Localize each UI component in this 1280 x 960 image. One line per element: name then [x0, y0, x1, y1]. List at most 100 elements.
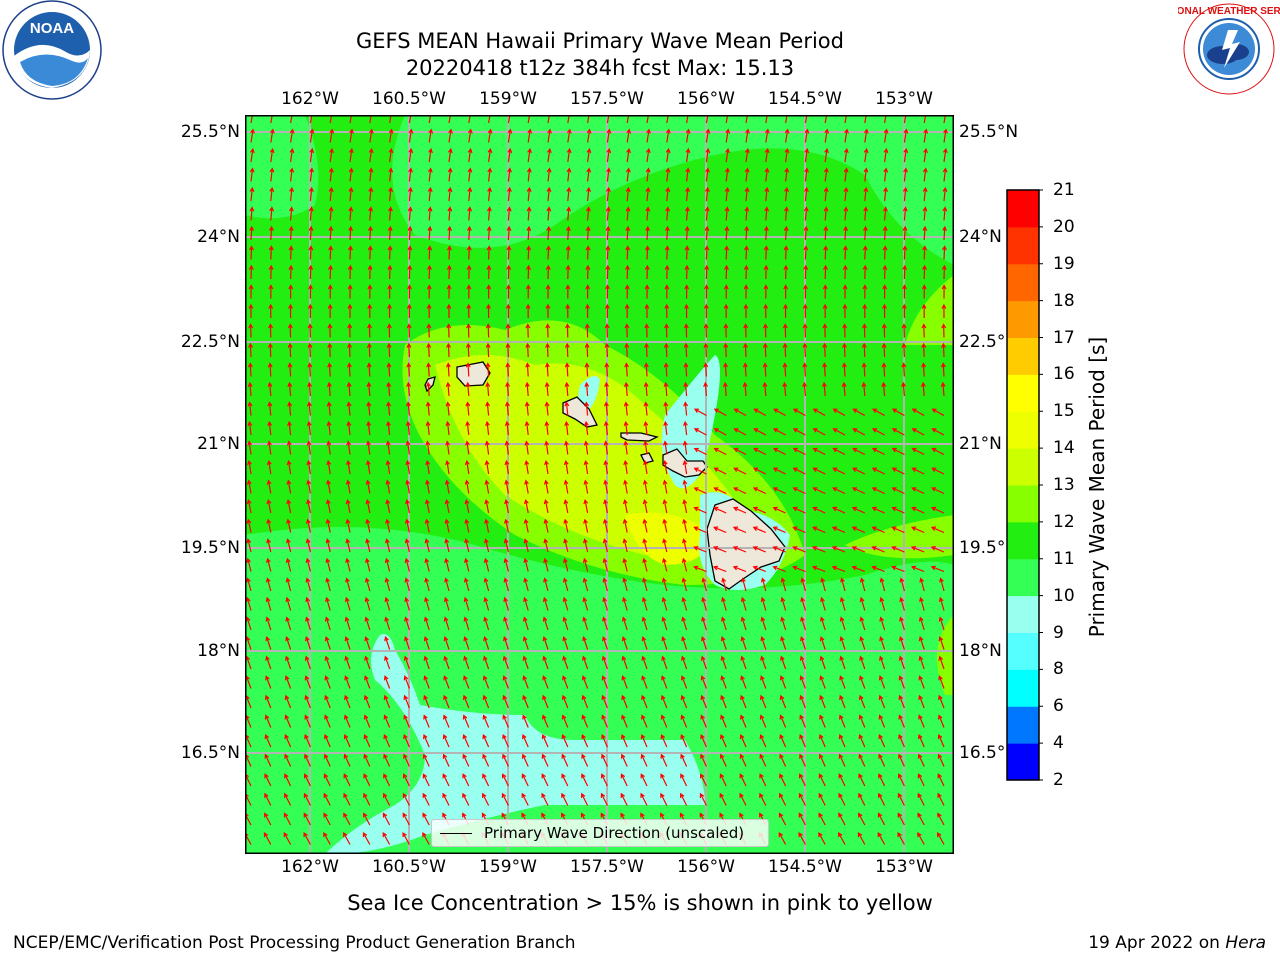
- wave-direction-arrow: [852, 408, 866, 417]
- wave-direction-arrow: [940, 362, 946, 377]
- wave-direction-arrow: [643, 401, 649, 416]
- wave-direction-arrow: [503, 577, 509, 592]
- wave-direction-arrow: [584, 362, 590, 377]
- wave-direction-arrow: [502, 733, 509, 748]
- wave-direction-arrow: [871, 487, 885, 495]
- wave-direction-arrow: [824, 147, 829, 163]
- colorbar-swatch: [1007, 300, 1039, 338]
- wave-direction-arrow: [425, 440, 431, 455]
- wave-direction-arrow: [878, 733, 886, 748]
- wave-direction-arrow: [383, 773, 391, 787]
- wave-direction-arrow: [523, 518, 529, 533]
- wave-direction-arrow: [329, 115, 333, 124]
- wave-direction-arrow: [502, 714, 509, 728]
- wave-direction-arrow: [918, 675, 925, 689]
- wave-direction-arrow: [937, 773, 945, 787]
- wave-direction-arrow: [523, 577, 529, 592]
- wave-direction-arrow: [804, 167, 809, 182]
- wave-direction-arrow: [664, 245, 670, 260]
- wave-direction-arrow: [931, 467, 945, 475]
- wave-direction-arrow: [879, 616, 886, 631]
- wave-direction-arrow: [682, 459, 688, 475]
- wave-direction-arrow: [839, 636, 846, 650]
- wave-direction-arrow: [326, 459, 332, 475]
- wave-direction-arrow: [247, 440, 253, 455]
- wave-direction-arrow: [784, 128, 790, 143]
- wave-direction-arrow: [268, 225, 274, 241]
- wave-direction-arrow: [602, 557, 608, 572]
- wave-direction-arrow: [326, 381, 332, 397]
- wave-direction-arrow: [543, 498, 549, 514]
- wave-direction-arrow: [304, 733, 311, 748]
- wave-direction-arrow: [823, 206, 829, 221]
- wave-direction-arrow: [911, 467, 925, 475]
- wave-direction-arrow: [921, 284, 927, 299]
- wave-direction-arrow: [566, 147, 572, 163]
- wave-direction-arrow: [606, 147, 612, 163]
- wave-direction-arrow: [524, 459, 530, 475]
- wave-direction-arrow: [844, 115, 848, 124]
- wave-direction-arrow: [507, 147, 513, 163]
- wave-direction-arrow: [266, 479, 272, 494]
- wave-direction-arrow: [662, 459, 668, 475]
- lat-tick: 18°N: [197, 641, 240, 661]
- wave-direction-arrow: [288, 225, 294, 241]
- wave-direction-arrow: [680, 694, 688, 709]
- hawaii-island: [706, 498, 786, 590]
- wave-direction-arrow: [764, 206, 770, 221]
- wave-direction-arrow: [343, 733, 351, 748]
- wave-direction-arrow: [384, 577, 391, 592]
- wave-direction-arrow: [445, 401, 451, 416]
- wave-direction-arrow: [902, 225, 908, 241]
- wave-direction-arrow: [386, 342, 392, 358]
- wave-direction-arrow: [684, 245, 690, 260]
- wave-direction-arrow: [405, 401, 411, 416]
- wave-direction-arrow: [898, 714, 905, 728]
- wave-direction-arrow: [562, 636, 569, 650]
- wave-direction-arrow: [249, 167, 255, 182]
- wave-direction-arrow: [462, 694, 470, 709]
- wave-direction-arrow: [286, 498, 292, 514]
- wave-direction-arrow: [799, 694, 806, 709]
- wave-direction-arrow: [681, 577, 688, 592]
- wave-direction-arrow: [682, 538, 688, 553]
- wave-direction-arrow: [752, 467, 767, 475]
- wave-direction-arrow: [425, 381, 431, 397]
- wave-direction-arrow: [742, 381, 748, 397]
- wave-direction-arrow: [506, 264, 512, 280]
- wave-direction-arrow: [878, 792, 886, 806]
- wave-direction-arrow: [305, 616, 311, 631]
- wave-direction-arrow: [250, 128, 255, 143]
- wave-direction-arrow: [622, 577, 628, 592]
- wave-direction-arrow: [266, 557, 272, 572]
- wave-direction-arrow: [680, 675, 688, 689]
- colorbar-tick-label: 13: [1053, 475, 1075, 495]
- wave-direction-arrow: [309, 128, 315, 143]
- wave-direction-arrow: [681, 557, 688, 572]
- wave-direction-arrow: [733, 447, 747, 456]
- wave-direction-arrow: [423, 733, 430, 748]
- wave-direction-arrow: [545, 323, 551, 338]
- wave-direction-arrow: [503, 636, 509, 650]
- wave-direction-arrow: [605, 284, 610, 299]
- wave-direction-arrow: [812, 526, 826, 534]
- wave-direction-arrow: [879, 577, 886, 592]
- wave-direction-arrow: [385, 518, 391, 533]
- wave-direction-arrow: [486, 264, 492, 280]
- wave-direction-arrow: [705, 167, 710, 182]
- wave-direction-arrow: [743, 284, 749, 299]
- wave-direction-arrow: [584, 420, 589, 436]
- wave-direction-arrow: [721, 577, 727, 592]
- wave-direction-arrow: [937, 831, 945, 845]
- lon-tick: 162°W: [281, 857, 339, 877]
- wave-direction-arrow: [407, 264, 413, 280]
- wave-direction-arrow: [406, 303, 412, 319]
- wave-direction-arrow: [803, 186, 809, 202]
- wave-direction-arrow: [606, 128, 612, 143]
- wave-direction-arrow: [484, 498, 490, 514]
- wave-direction-arrow: [898, 733, 905, 748]
- wave-direction-arrow: [899, 616, 905, 631]
- wave-direction-arrow: [587, 115, 590, 124]
- wave-direction-arrow: [859, 577, 866, 592]
- wave-direction-arrow: [544, 459, 549, 475]
